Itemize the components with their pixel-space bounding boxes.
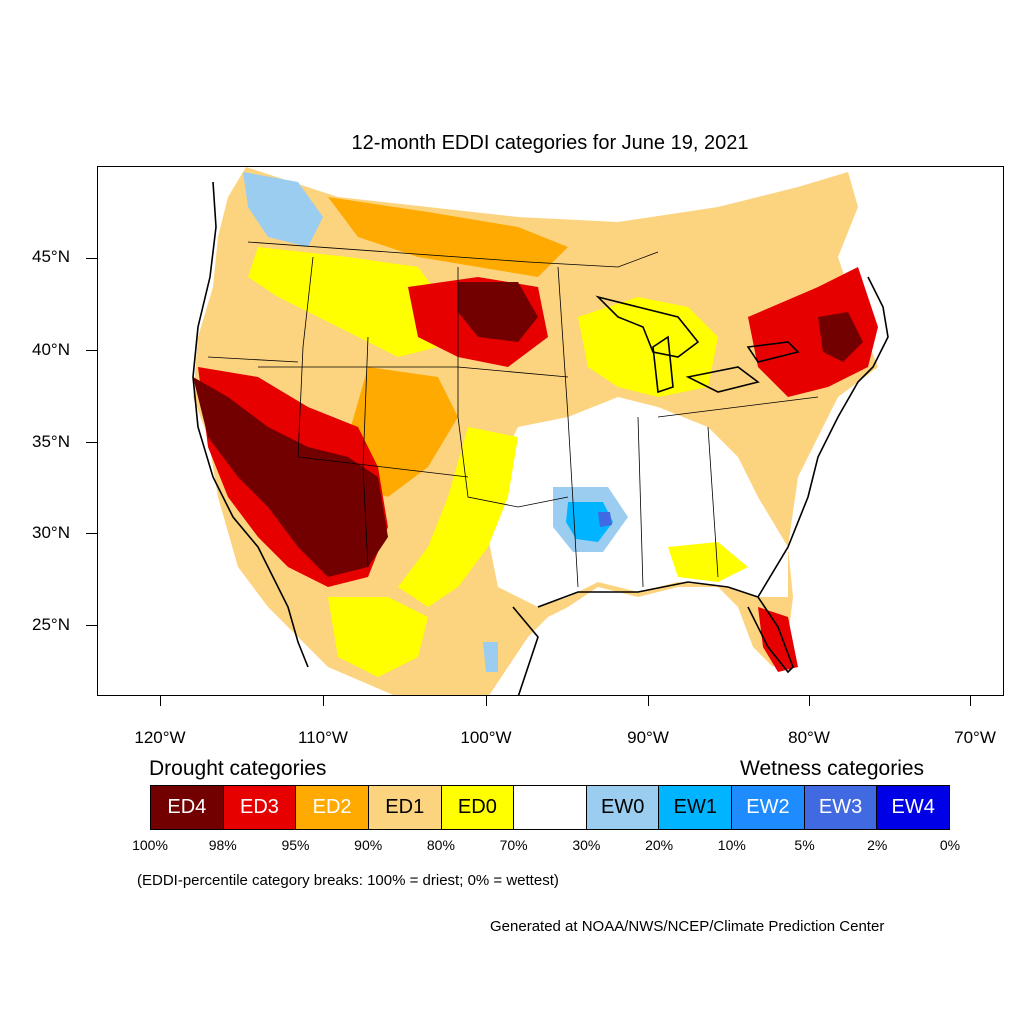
lon-tick-label: 120°W — [134, 728, 186, 747]
lon-tick — [809, 696, 810, 706]
ed0-region-texas — [328, 597, 428, 677]
lat-tick — [86, 258, 97, 259]
lat-tick-label: 30°N — [32, 523, 70, 542]
lat-tick-label: 35°N — [32, 432, 70, 451]
lon-tick — [486, 696, 487, 706]
legend-box-ew2: EW2 — [732, 786, 805, 829]
eddi-map — [192, 167, 889, 695]
category-note: (EDDI-percentile category breaks: 100% =… — [137, 872, 559, 889]
state-borders — [207, 241, 819, 588]
lat-tick — [86, 533, 97, 534]
ed0-region-plains — [398, 427, 518, 607]
ed4-region-dakotas — [458, 282, 538, 342]
lat-tick-label: 45°N — [32, 247, 70, 266]
percentile-label: 0% — [939, 837, 961, 853]
map-plot-area — [97, 166, 1004, 696]
percentile-label: 100% — [132, 837, 168, 853]
lat-tick-label: 40°N — [32, 340, 70, 359]
lon-tick — [160, 696, 161, 706]
lon-tick-label: 70°W — [954, 728, 996, 747]
legend-box-ew3: EW3 — [804, 786, 878, 829]
ew3-region-arkansas — [598, 512, 612, 527]
ed4-region-newengland — [818, 312, 863, 362]
lon-tick — [970, 696, 971, 706]
percentile-label: 30% — [572, 837, 601, 853]
ed0-region-florida — [668, 542, 748, 582]
map-title: 12-month EDDI categories for June 19, 20… — [351, 132, 749, 154]
lat-tick — [86, 350, 97, 351]
color-legend: ED4 ED3 ED2 ED1 ED0 EW0 EW1 EW2 EW3 EW4 — [150, 785, 950, 830]
ed3-region-northeast — [748, 267, 878, 397]
lat-tick — [86, 442, 97, 443]
ed0-region-north — [248, 247, 448, 357]
lon-tick-label: 110°W — [298, 728, 348, 747]
lat-tick — [86, 625, 97, 626]
credit-line: Generated at NOAA/NWS/NCEP/Climate Predi… — [490, 918, 885, 935]
ew0-region-northwest — [243, 172, 323, 247]
percentile-label: 5% — [794, 837, 815, 853]
coastlines — [192, 181, 889, 695]
lon-tick — [323, 696, 324, 706]
great-lakes — [595, 295, 800, 394]
legend-box-ed2: ED2 — [296, 786, 369, 829]
wetness-heading: Wetness categories — [740, 757, 925, 780]
percentile-label: 95% — [281, 837, 310, 853]
percentile-label: 98% — [208, 837, 237, 853]
legend-box-ed0: ED0 — [441, 786, 515, 829]
drought-heading: Drought categories — [149, 757, 327, 780]
lon-tick-label: 100°W — [460, 728, 512, 747]
lat-tick-label: 25°N — [32, 615, 70, 634]
ed4-region-southwest — [193, 377, 388, 577]
lon-tick — [648, 696, 649, 706]
legend-box-ew4: EW4 — [877, 786, 950, 829]
percentile-label: 90% — [354, 837, 383, 853]
legend-box-near-normal — [514, 786, 587, 829]
ed2-region-north — [328, 197, 568, 277]
legend-box-ed3: ED3 — [223, 786, 297, 829]
lon-tick-label: 80°W — [788, 728, 830, 747]
percentile-label: 10% — [717, 837, 746, 853]
lon-tick-label: 90°W — [627, 728, 669, 747]
percentile-label: 20% — [645, 837, 674, 853]
legend-box-ew1: EW1 — [659, 786, 733, 829]
percentile-label: 2% — [867, 837, 888, 853]
ew0-region-texas-coast — [483, 642, 498, 672]
legend-box-ed4: ED4 — [151, 786, 224, 829]
legend-box-ed1: ED1 — [368, 786, 442, 829]
percentile-label: 80% — [426, 837, 455, 853]
percentile-label: 70% — [499, 837, 528, 853]
legend-box-ew0: EW0 — [586, 786, 660, 829]
